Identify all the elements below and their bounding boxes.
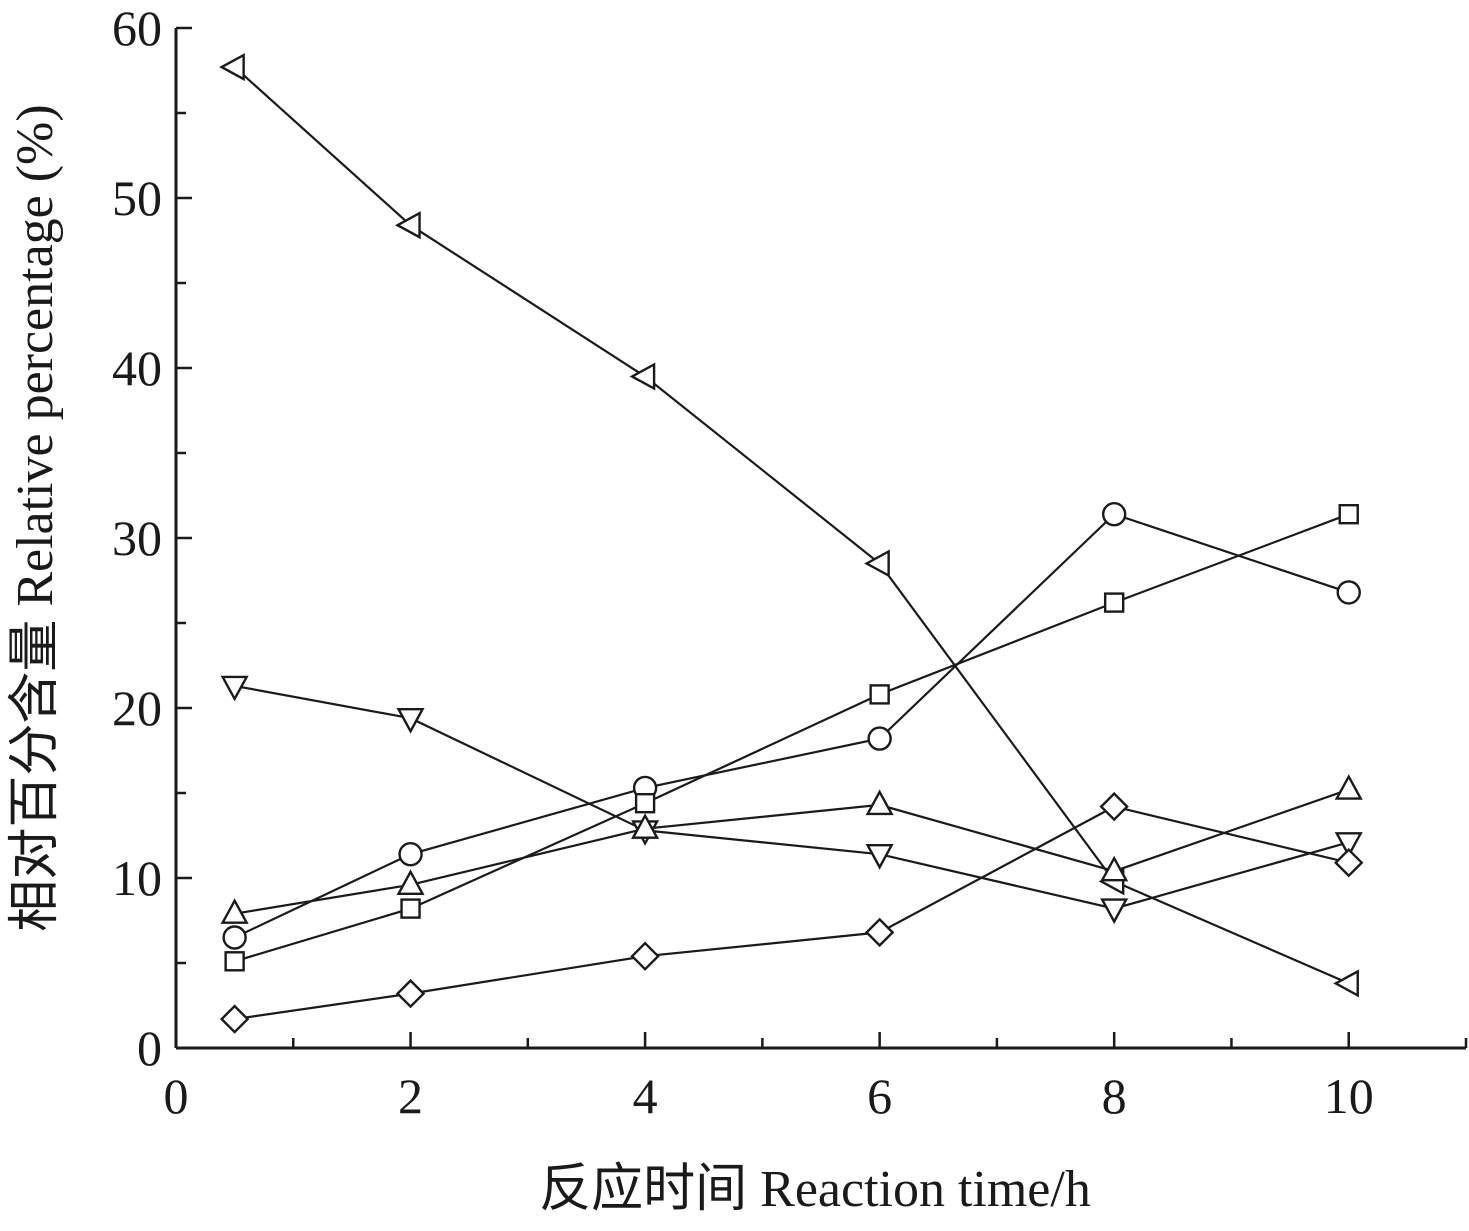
square-marker [400, 898, 421, 919]
square-marker [634, 793, 656, 814]
x-tick-label: 6 [867, 1068, 892, 1124]
circle-marker [222, 925, 247, 950]
y-tick-label: 40 [112, 340, 162, 396]
series-triangle-left [219, 53, 1359, 998]
triangle-down-marker [1100, 898, 1129, 925]
diamond-marker [1099, 791, 1129, 822]
series-layer [219, 53, 1364, 1034]
series-circle [222, 502, 1361, 950]
circle-marker [1336, 580, 1361, 605]
series-triangle-up [220, 774, 1363, 924]
triangle-left-marker [219, 53, 245, 82]
series-line [234, 684, 1349, 910]
circle-marker [398, 842, 423, 867]
diamond-marker [1334, 848, 1364, 878]
series-triangle-down [220, 675, 1363, 925]
x-axis-label: 反应时间 Reaction time/h [539, 1161, 1091, 1218]
y-tick-label: 30 [112, 510, 162, 566]
diamond-marker [219, 1004, 250, 1034]
square-marker [224, 951, 245, 972]
circle-marker [1101, 502, 1127, 527]
triangle-up-marker [865, 789, 894, 816]
triangle-up-marker [1334, 774, 1363, 800]
axes: 0 10 20 30 40 50 60 0 2 4 6 8 10 [112, 0, 1468, 1124]
triangle-left-marker [629, 362, 656, 391]
triangle-up-marker [631, 813, 660, 839]
triangle-down-marker [220, 675, 249, 702]
square-marker [1338, 504, 1359, 525]
triangle-left-marker [395, 211, 421, 240]
triangle-down-marker [865, 844, 894, 870]
x-tick-label: 4 [633, 1068, 658, 1124]
y-axis-label: 相对百分含量 Relative percentage (%) [7, 104, 64, 931]
diamond-marker [630, 941, 660, 971]
series-line [234, 788, 1350, 915]
y-tick-label: 10 [112, 850, 162, 906]
series-line [234, 805, 1349, 1021]
x-tick-label: 0 [164, 1068, 189, 1124]
triangle-left-marker [864, 549, 890, 578]
triangle-up-marker [396, 869, 425, 895]
x-tick-label: 8 [1102, 1068, 1127, 1124]
series-square [224, 504, 1359, 972]
diamond-marker [864, 917, 895, 948]
triangle-up-marker [220, 898, 249, 924]
series-line [234, 512, 1350, 939]
circle-marker [867, 726, 892, 751]
y-tick-label: 60 [112, 0, 162, 56]
y-tick-label: 0 [137, 1020, 162, 1076]
diamond-marker [395, 978, 426, 1009]
series-line [234, 513, 1350, 963]
square-marker [1103, 592, 1125, 613]
triangle-up-marker [1100, 855, 1129, 882]
series-diamond [219, 791, 1364, 1034]
square-marker [869, 684, 890, 705]
triangle-down-marker [1334, 832, 1363, 858]
triangle-down-marker [396, 708, 425, 734]
triangle-left-marker [1333, 969, 1359, 998]
x-tick-label: 2 [398, 1068, 423, 1124]
x-tick-label: 10 [1324, 1068, 1374, 1124]
y-tick-label: 20 [112, 680, 162, 736]
y-tick-label: 50 [112, 170, 162, 226]
